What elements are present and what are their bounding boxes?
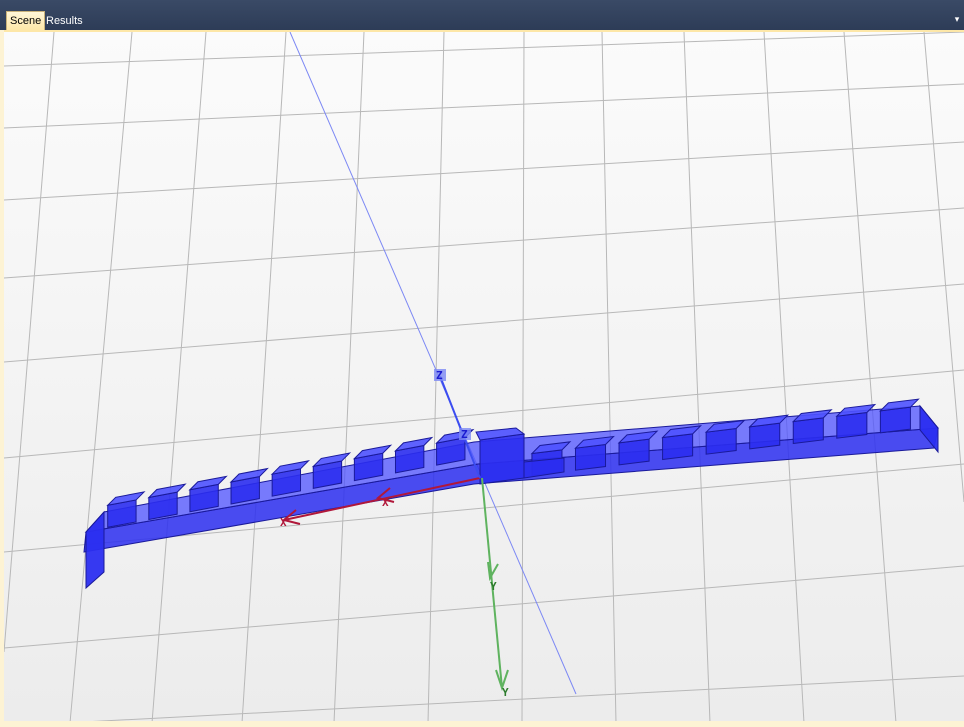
- beam-block-top: [147, 483, 187, 499]
- z-axis-label-local: Z: [461, 428, 468, 441]
- ground-grid: [4, 32, 964, 723]
- beam-block-top: [229, 467, 269, 483]
- beam-block-top: [188, 475, 228, 491]
- beam-block: [792, 417, 824, 445]
- z-axis-marker-local: [459, 428, 471, 440]
- y-axis: [481, 477, 509, 692]
- center-block-front: [479, 433, 525, 485]
- center-block-top: [475, 427, 526, 441]
- beam-block: [662, 433, 694, 461]
- z-axis-global-line: [289, 32, 577, 695]
- beam-block-top: [704, 419, 746, 433]
- beam-block-top: [661, 425, 703, 439]
- scene-viewport[interactable]: X X Z Z Y Y: [4, 30, 964, 723]
- beam-block-top: [748, 414, 790, 428]
- panel-edge: [0, 30, 4, 721]
- beam-block: [836, 411, 868, 439]
- z-axis-label-global: Z: [436, 369, 443, 382]
- beam-block-top: [617, 430, 659, 444]
- beam-model[interactable]: [83, 398, 939, 590]
- beam-block-top: [311, 452, 352, 468]
- status-strip: [0, 721, 964, 727]
- beam-block: [749, 422, 781, 450]
- beam-block-top: [352, 444, 393, 460]
- beam-end-right: [919, 404, 939, 454]
- x-axis: [281, 477, 481, 525]
- beam-block-top: [530, 441, 572, 455]
- z-axis-marker-global: [434, 369, 446, 381]
- beam-block-top: [878, 398, 920, 412]
- tab-bar: Scene Results ▾: [0, 0, 964, 30]
- beam-block-top: [574, 435, 615, 449]
- beam-block-top: [791, 409, 833, 423]
- beam-block-top: [270, 460, 311, 475]
- beam-block: [879, 406, 911, 434]
- beam-block-top: [835, 403, 877, 417]
- beam-end-left: [85, 510, 105, 590]
- x-axis-label-global: X: [280, 516, 287, 529]
- y-axis-label-end: Y: [502, 686, 509, 699]
- beam-block-top: [393, 436, 434, 452]
- beam-block-top: [106, 491, 146, 507]
- center-block-step: [523, 457, 565, 479]
- z-axis: [439, 375, 481, 479]
- tab-results[interactable]: Results: [46, 15, 83, 27]
- beam-block: [618, 438, 650, 466]
- pin-icon[interactable]: ▾: [954, 14, 960, 24]
- x-axis-label-local: X: [382, 496, 389, 509]
- scene-canvas[interactable]: X X Z Z Y Y: [4, 32, 964, 723]
- tab-scene[interactable]: Scene: [6, 11, 46, 30]
- beam-block: [705, 427, 737, 455]
- beam-block: [574, 443, 607, 471]
- y-axis-label: Y: [490, 580, 497, 593]
